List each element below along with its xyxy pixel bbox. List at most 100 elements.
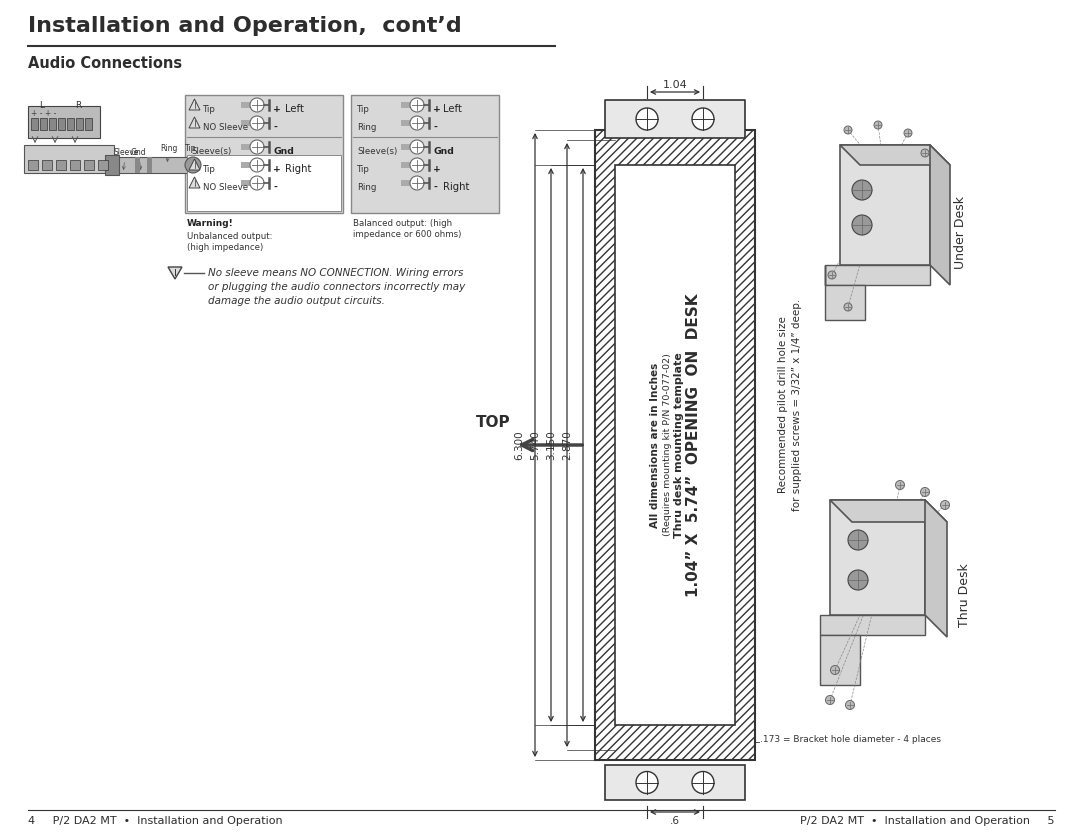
Circle shape [249,158,264,172]
Polygon shape [831,500,947,522]
Bar [49,118,56,130]
Text: Balanced output: (high: Balanced output: (high [353,219,453,228]
Text: Unbalanced output:: Unbalanced output: [187,232,272,241]
Text: Thru Desk: Thru Desk [959,563,972,627]
Text: impedance or 600 ohms): impedance or 600 ohms) [353,230,461,239]
Circle shape [848,570,868,590]
Text: 1.04” X  5.74”  OPENING  ON  DESK: 1.04” X 5.74” OPENING ON DESK [686,294,701,597]
Text: Sleeve(s): Sleeve(s) [357,147,397,155]
Text: (high impedance): (high impedance) [187,243,264,252]
Circle shape [828,271,836,279]
Bar [76,118,83,130]
Bar [67,118,75,130]
Text: Ring: Ring [357,123,376,132]
Circle shape [846,701,854,710]
Circle shape [249,98,264,112]
Circle shape [941,500,949,510]
Bar [42,160,52,170]
Circle shape [636,771,658,793]
Polygon shape [820,635,860,685]
Text: Sleeve(s): Sleeve(s) [191,147,231,155]
Circle shape [848,530,868,550]
Bar [147,157,152,173]
Text: 2.870: 2.870 [562,430,572,460]
Circle shape [921,149,929,157]
Bar [840,145,930,265]
Circle shape [920,488,930,496]
Bar [615,165,735,725]
Bar [58,118,65,130]
Polygon shape [189,177,200,188]
Circle shape [249,140,264,154]
Circle shape [185,157,201,173]
Text: Tip: Tip [203,164,216,173]
Text: 3.150: 3.150 [546,430,556,460]
Text: No sleeve means NO CONNECTION. Wiring errors
or plugging the audio connectors in: No sleeve means NO CONNECTION. Wiring er… [208,268,465,306]
Text: Right: Right [443,182,470,192]
Circle shape [410,176,424,190]
Text: Warning!: Warning! [187,219,233,228]
Text: Gnd: Gnd [433,147,454,155]
Circle shape [410,140,424,154]
Text: All dimensions are in Inches: All dimensions are in Inches [650,363,660,528]
Text: 4     P/2 DA2 MT  •  Installation and Operation: 4 P/2 DA2 MT • Installation and Operatio… [28,816,283,826]
Text: Right: Right [285,164,311,174]
Bar [135,157,140,173]
Bar [241,102,254,108]
Bar [241,144,254,150]
Text: +: + [273,164,281,173]
Circle shape [249,116,264,130]
Text: Ring: Ring [160,144,177,162]
Bar [185,95,343,213]
Text: -: - [433,183,437,192]
Polygon shape [840,145,950,165]
Circle shape [852,215,872,235]
Text: Thru desk mounting template: Thru desk mounting template [674,352,684,538]
Text: Gnd: Gnd [273,147,294,155]
Bar [105,155,119,175]
Bar [401,120,414,126]
Polygon shape [189,159,200,170]
Bar [187,155,341,211]
Text: Tip: Tip [357,104,369,113]
Bar [40,118,48,130]
Text: Sleeve: Sleeve [113,148,138,169]
Bar [114,157,190,173]
Text: .173 = Bracket hole diameter - 4 places: .173 = Bracket hole diameter - 4 places [760,735,941,744]
Bar [28,106,100,138]
Bar [605,765,745,800]
Polygon shape [168,267,183,279]
Circle shape [692,771,714,793]
Text: P/2 DA2 MT  •  Installation and Operation     5: P/2 DA2 MT • Installation and Operation … [800,816,1055,826]
Bar [595,130,755,760]
Circle shape [874,121,882,129]
Text: +: + [273,104,281,113]
Text: NO Sleeve: NO Sleeve [203,183,248,192]
Text: L: L [40,101,44,110]
Bar [605,100,745,138]
Bar [31,118,38,130]
Text: Under Desk: Under Desk [954,196,967,269]
Text: R: R [75,101,81,110]
Bar [84,160,94,170]
Text: 6.300: 6.300 [514,430,524,460]
Bar [56,160,66,170]
Bar [24,145,114,173]
Circle shape [825,696,835,705]
Circle shape [636,108,658,130]
Circle shape [410,158,424,172]
Text: Tip: Tip [203,104,216,113]
Bar [98,160,108,170]
Circle shape [410,98,424,112]
Text: Left: Left [443,104,462,114]
Polygon shape [189,117,200,128]
Bar [401,102,414,108]
Polygon shape [820,615,924,635]
Bar [831,500,924,615]
Polygon shape [930,145,950,285]
Text: -: - [433,123,437,132]
Circle shape [410,116,424,130]
Text: TOP: TOP [475,415,510,430]
Bar [85,118,92,130]
Circle shape [692,108,714,130]
